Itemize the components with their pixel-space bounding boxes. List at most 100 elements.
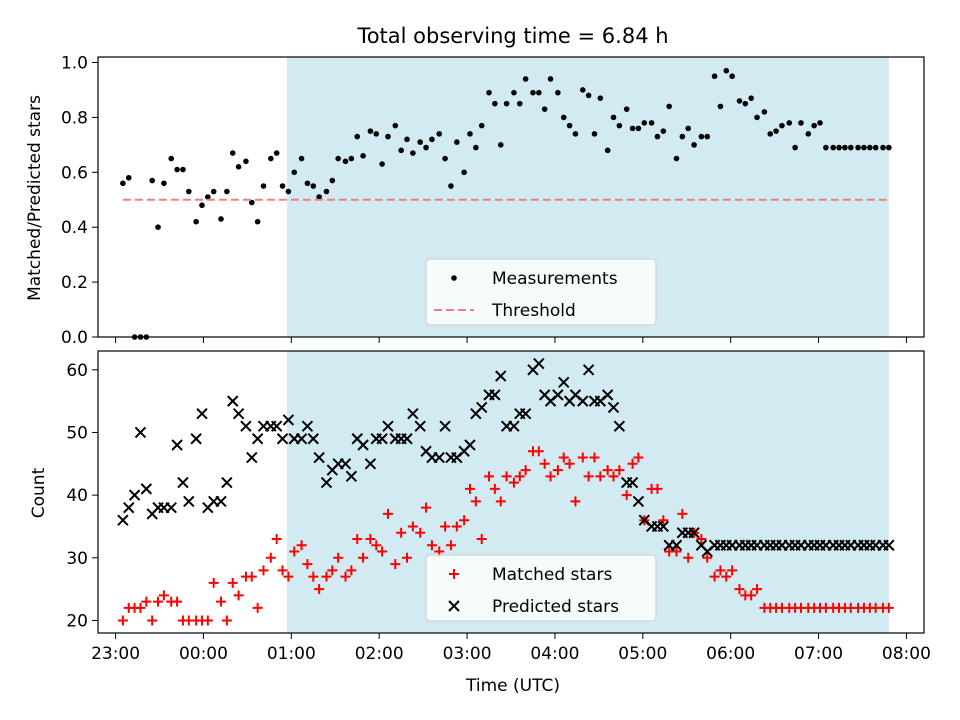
predicted-star-point [165, 501, 177, 514]
legend-label: Predicted stars [492, 597, 619, 617]
measurement-point [235, 164, 242, 170]
measurement-point [155, 224, 161, 230]
matched-star-point [216, 596, 227, 607]
measurement-point [316, 194, 322, 200]
predicted-star-point [414, 420, 426, 432]
measurement-point [830, 144, 836, 151]
measurement-point [880, 144, 886, 151]
predicted-star-point [190, 433, 202, 445]
predicted-star-point [657, 520, 670, 533]
measurement-point [666, 103, 672, 110]
matched-star-point [308, 571, 319, 582]
x-tick-label: 08:00 [882, 644, 931, 664]
predicted-star-point [196, 407, 208, 420]
matched-star-point [495, 496, 506, 507]
measurement-point [448, 183, 454, 189]
matched-star-point [271, 534, 282, 544]
predicted-star-point [276, 433, 289, 445]
measurement-point [867, 144, 873, 151]
matched-star-point [265, 552, 276, 563]
measurement-point [536, 89, 542, 96]
predicted-star-point [177, 476, 189, 489]
legend-marker [448, 600, 460, 612]
matched-star-point [709, 571, 720, 582]
matched-star-point [358, 552, 369, 563]
matched-star-point [489, 483, 500, 494]
y-tick-label: 20 [66, 611, 88, 631]
measurement-point [486, 89, 492, 96]
matched-star-point [734, 584, 745, 595]
matched-star-point [302, 559, 313, 570]
measurement-point [304, 180, 311, 187]
y-tick-label: 0.4 [61, 218, 88, 238]
measurement-point [754, 114, 760, 121]
matched-star-point [252, 602, 263, 613]
predicted-star-point [577, 395, 589, 407]
matched-star-point [677, 508, 688, 519]
matched-star-point [602, 465, 613, 476]
predicted-star-point [183, 495, 195, 508]
ratio-frame [97, 56, 925, 338]
measurement-point [566, 122, 573, 129]
ratio-y-label: Matched/Predicted stars [25, 95, 45, 301]
matched-star-point [696, 534, 707, 544]
predicted-star-point [357, 439, 369, 451]
ratio-x-axis [115, 337, 907, 343]
y-tick-label: 1.0 [61, 53, 88, 73]
measurement-point [585, 92, 592, 99]
predicted-star-point [552, 389, 564, 401]
measurement-point [591, 131, 598, 137]
matched-star-point [258, 565, 269, 576]
x-axis-label: Time (UTC) [465, 676, 560, 696]
predicted-star-point [128, 489, 141, 501]
measurement-point [454, 139, 460, 145]
matched-star-point [652, 483, 663, 494]
measurement-point [648, 120, 655, 126]
measurement-point [310, 183, 317, 189]
measurement-point [229, 150, 236, 156]
matched-star-point [333, 552, 344, 563]
measurement-point [786, 120, 793, 126]
measurement-point [641, 120, 648, 126]
predicted-star-point [232, 407, 245, 420]
predicted-star-point [464, 439, 476, 451]
measurement-point [478, 122, 485, 129]
matched-star-point [440, 521, 451, 532]
matched-star-point [402, 552, 413, 563]
legend-marker [451, 275, 457, 281]
measurement-point [704, 133, 711, 140]
predicted-star-point [246, 451, 258, 464]
predicted-star-point [301, 420, 314, 432]
matched-star-point [227, 577, 238, 588]
count-y-label: Count [29, 467, 49, 518]
measurement-point [811, 122, 817, 129]
measurement-point [461, 169, 467, 176]
matched-star-point [314, 584, 325, 595]
matched-star-point [421, 502, 432, 513]
matched-star-point [721, 571, 732, 582]
matched-star-point [283, 571, 294, 582]
measurement-point [417, 139, 423, 145]
measurement-point [555, 89, 561, 96]
legend-label: Threshold [491, 301, 576, 321]
predicted-star-point [489, 389, 501, 401]
predicted-star-point [376, 433, 388, 445]
matched-star-point [552, 465, 563, 476]
measurement-point [823, 144, 829, 151]
matched-star-point [415, 527, 426, 538]
predicted-star-point [883, 539, 895, 551]
x-tick-label: 23:00 [91, 644, 140, 664]
y-tick-label: 0.6 [61, 163, 88, 183]
measurement-point [798, 120, 804, 126]
predicted-star-point [227, 395, 239, 407]
predicted-star-point [295, 433, 308, 445]
matched-star-point [451, 521, 462, 532]
measurement-point [767, 131, 774, 137]
matched-star-point [715, 565, 726, 576]
predicted-star-point [558, 376, 570, 389]
matched-star-point [346, 565, 357, 576]
legend-marker [449, 569, 459, 579]
matched-star-point [365, 534, 376, 544]
predicted-star-point [670, 539, 683, 551]
measurement-point [855, 144, 861, 151]
